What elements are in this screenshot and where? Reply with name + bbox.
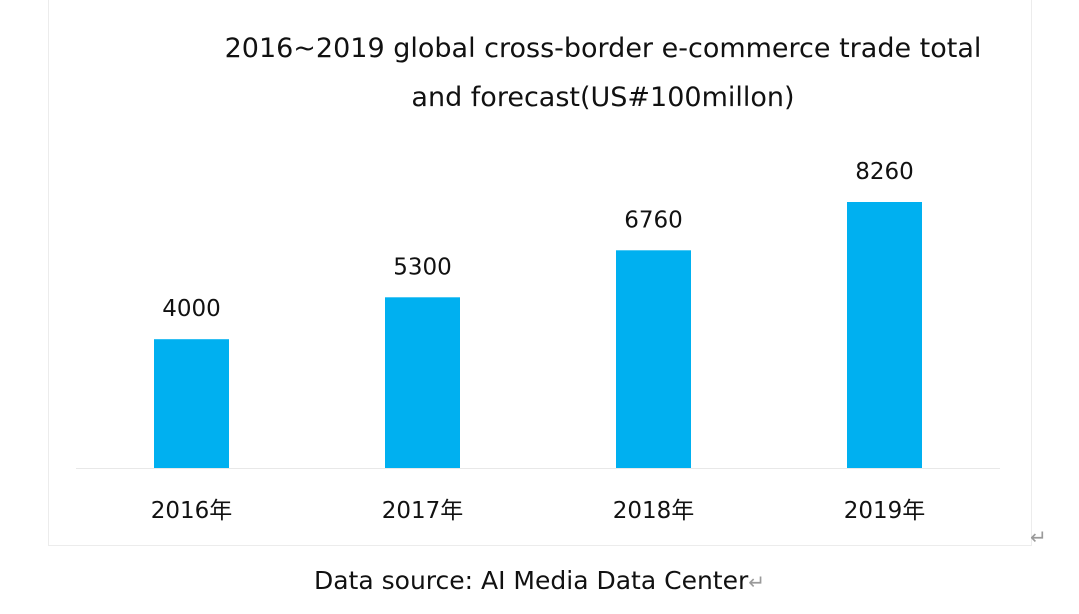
data-label-1: 5300 (393, 254, 452, 280)
chart-title-line-1: 2016~2019 global cross-border e-commerce… (225, 33, 982, 64)
return-mark-icon: ↵ (1030, 525, 1047, 549)
bar-0 (154, 339, 229, 468)
bar-3 (847, 202, 922, 468)
labels-group: 4000 2016年 5300 2017年 6760 2018年 8260 2019年 (151, 159, 926, 524)
return-mark-icon: ↵ (748, 570, 766, 594)
bar-1 (385, 297, 460, 468)
x-tick-label-0: 2016年 (151, 498, 233, 524)
x-tick-label-1: 2017年 (382, 498, 464, 524)
bar-2 (616, 250, 691, 468)
chart-frame (48, 0, 1032, 546)
bars-group (154, 202, 922, 468)
data-source-caption: Data source: AI Media Data Center↵ (0, 566, 1079, 595)
chart-title-line-2: and forecast(US#100millon) (411, 82, 794, 113)
x-tick-label-2: 2018年 (613, 498, 695, 524)
data-label-3: 8260 (855, 159, 914, 185)
bar-chart: 2016~2019 global cross-border e-commerce… (76, 33, 1000, 524)
x-tick-label-3: 2019年 (844, 498, 926, 524)
data-label-0: 4000 (162, 296, 221, 322)
data-label-2: 6760 (624, 207, 683, 233)
data-source-text: Data source: AI Media Data Center (313, 566, 749, 595)
